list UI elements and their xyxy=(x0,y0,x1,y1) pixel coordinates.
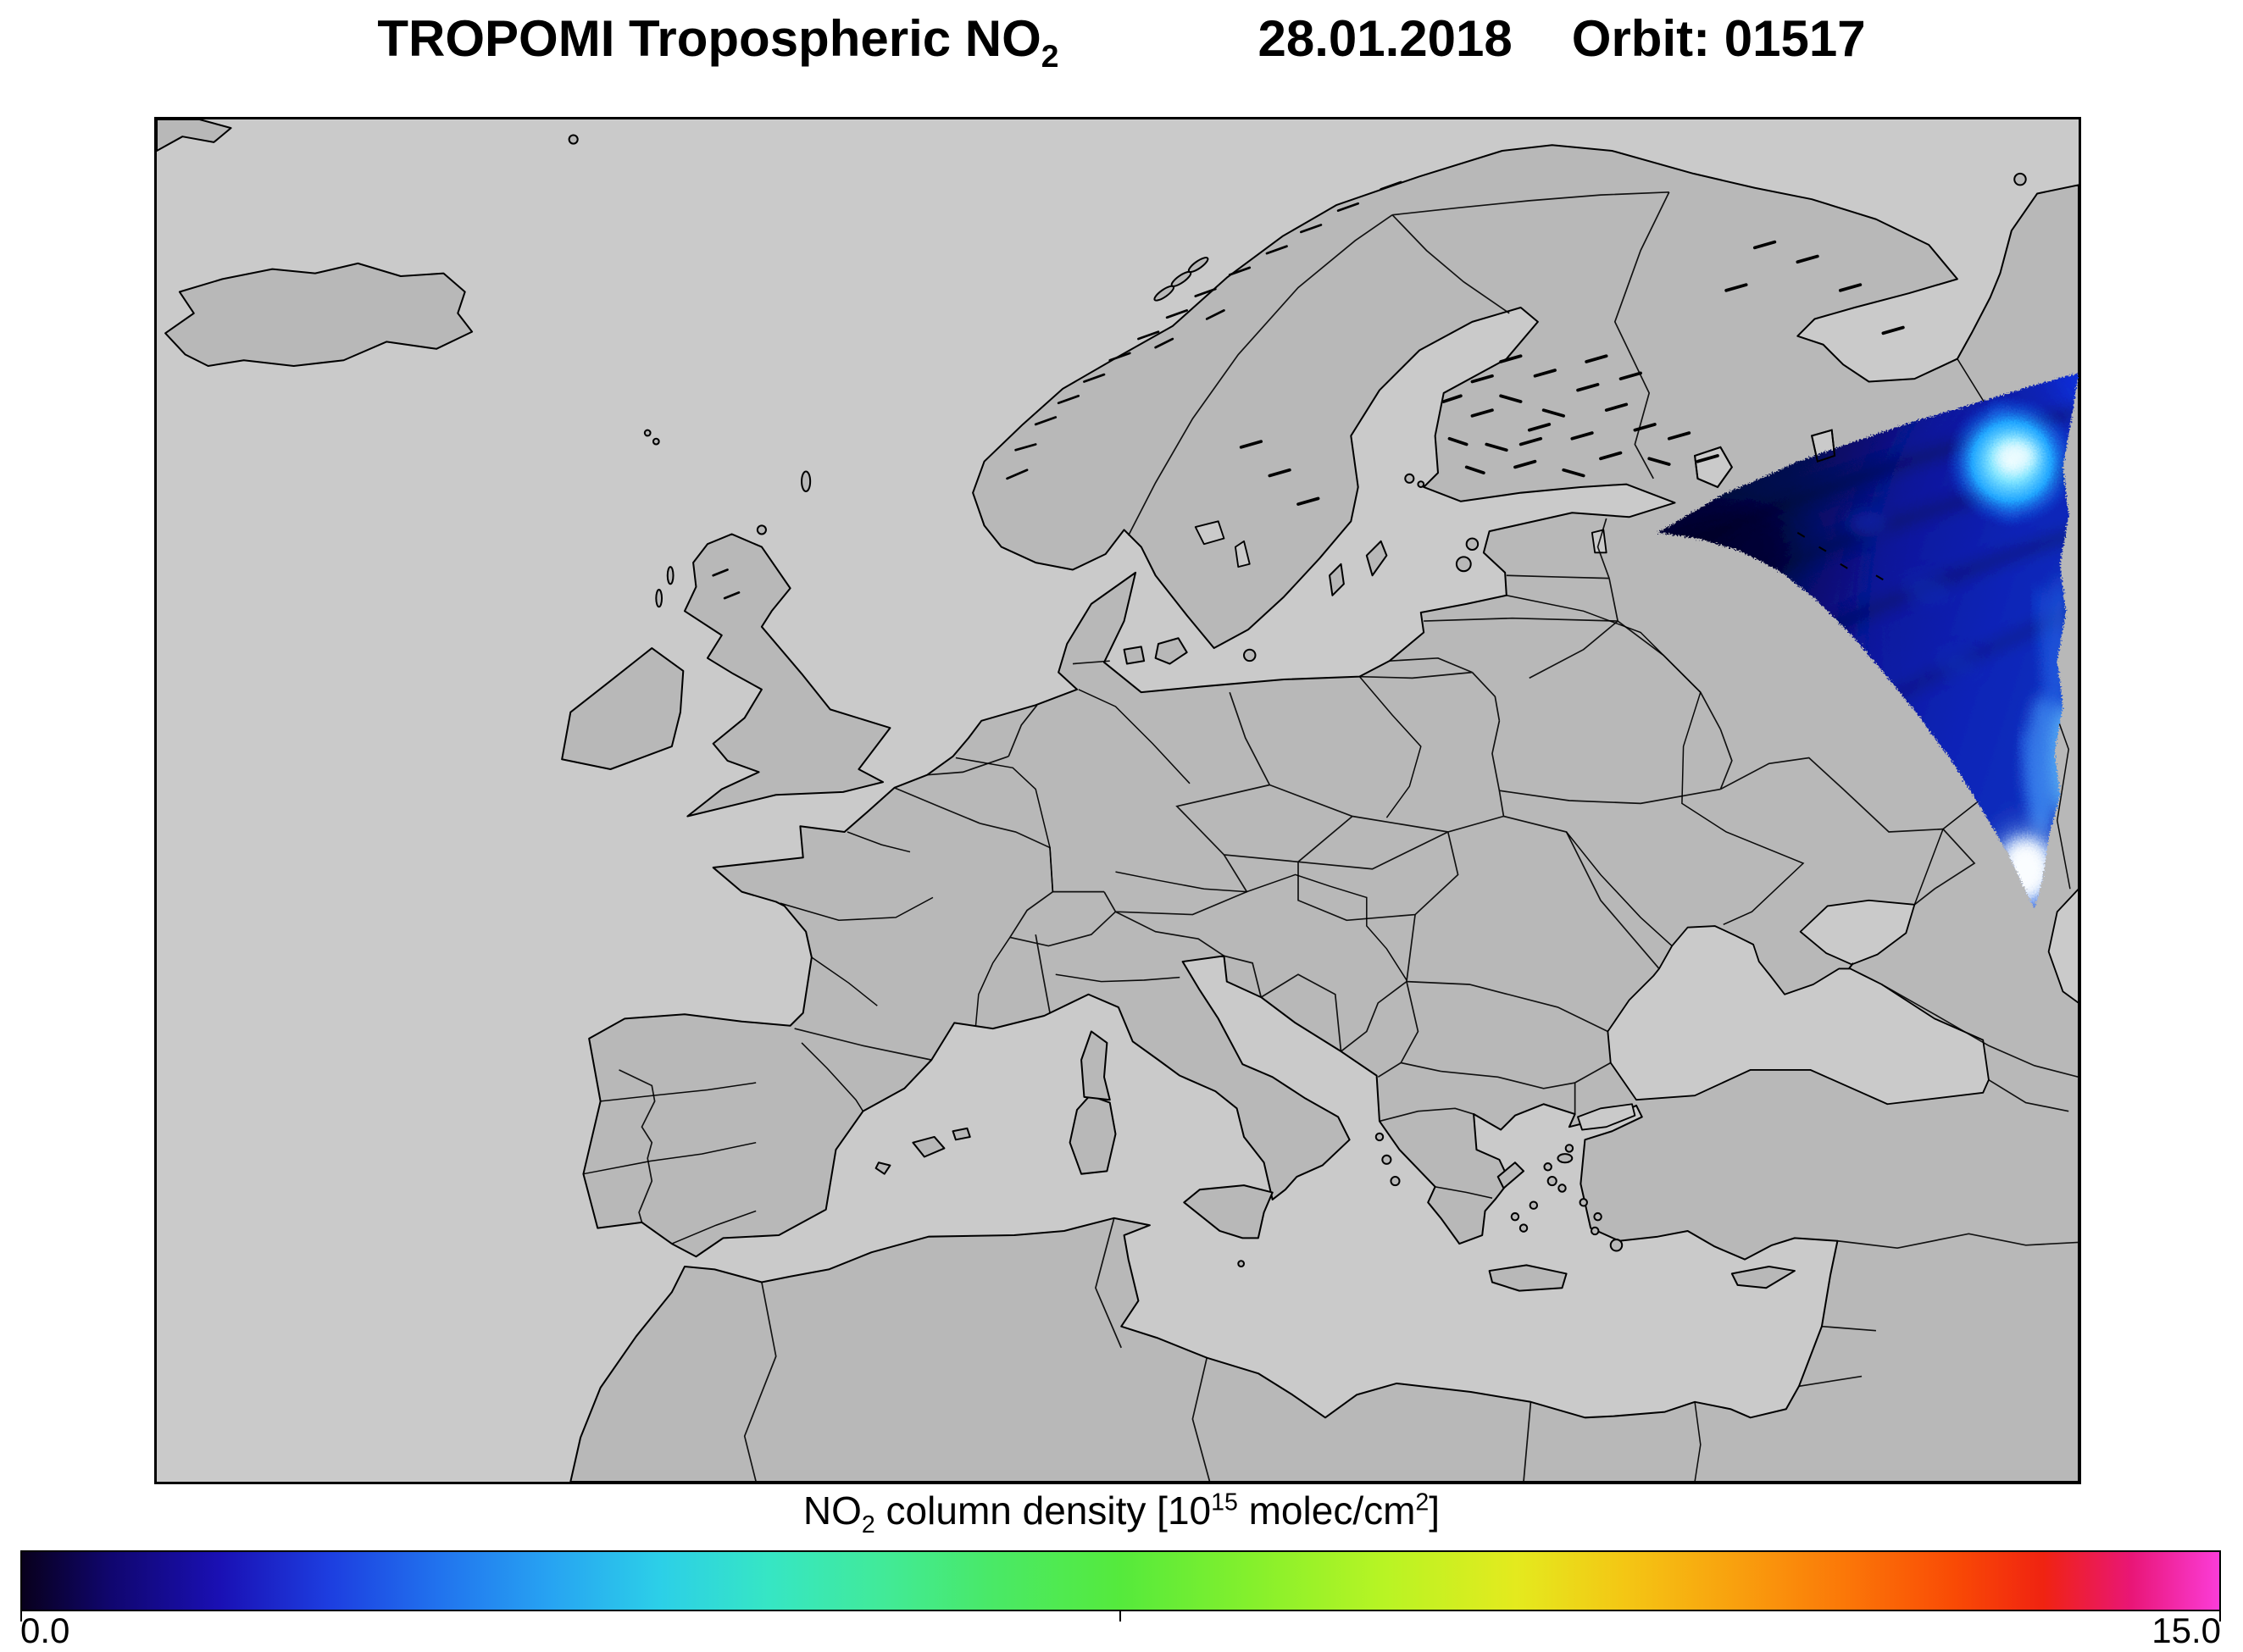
cb-title-close: ] xyxy=(1429,1488,1441,1533)
cb-title-no: NO xyxy=(802,1488,862,1533)
coastline-overlay xyxy=(1693,429,1884,581)
colorbar-title: NO2 column density [1015 molec/cm2] xyxy=(0,1488,2243,1537)
plot-title-subscript: 2 xyxy=(1041,38,1059,74)
inland-seas xyxy=(1194,429,2079,1131)
cb-title-mid: column density [10 xyxy=(874,1488,1212,1533)
rivers xyxy=(583,358,2071,1482)
map-frame xyxy=(154,117,2081,1484)
colorbar-gradient xyxy=(20,1550,2221,1611)
colorbar-tick-max xyxy=(2219,1611,2221,1622)
country-borders xyxy=(619,191,2079,1482)
plot-orbit: Orbit: 01517 xyxy=(1571,10,1866,67)
cb-title-unit: molec/cm xyxy=(1237,1488,1416,1533)
colorbar-min-label: 0.0 xyxy=(20,1610,70,1650)
colorbar-tick-min xyxy=(20,1611,22,1622)
plot-title: TROPOMI Tropospheric NO2 xyxy=(377,8,1058,72)
plot-date: 28.01.2018 xyxy=(1258,10,1513,67)
plot-title-text: TROPOMI Tropospheric NO xyxy=(377,10,1041,67)
cb-title-unit-exp: 2 xyxy=(1415,1488,1430,1516)
colorbar-tick-mid xyxy=(1119,1611,1121,1622)
fjord-hatching xyxy=(712,180,1402,600)
europe-map-svg xyxy=(157,119,2079,1482)
small-islands xyxy=(568,134,2027,1268)
cb-title-no-sub: 2 xyxy=(861,1511,875,1539)
lake-district-hatching xyxy=(1239,240,1905,506)
colorbar-max-label: 15.0 xyxy=(2151,1610,2221,1650)
cb-title-exp: 15 xyxy=(1211,1488,1238,1516)
plot-header: TROPOMI Tropospheric NO2 28.01.2018 Orbi… xyxy=(0,8,2243,72)
